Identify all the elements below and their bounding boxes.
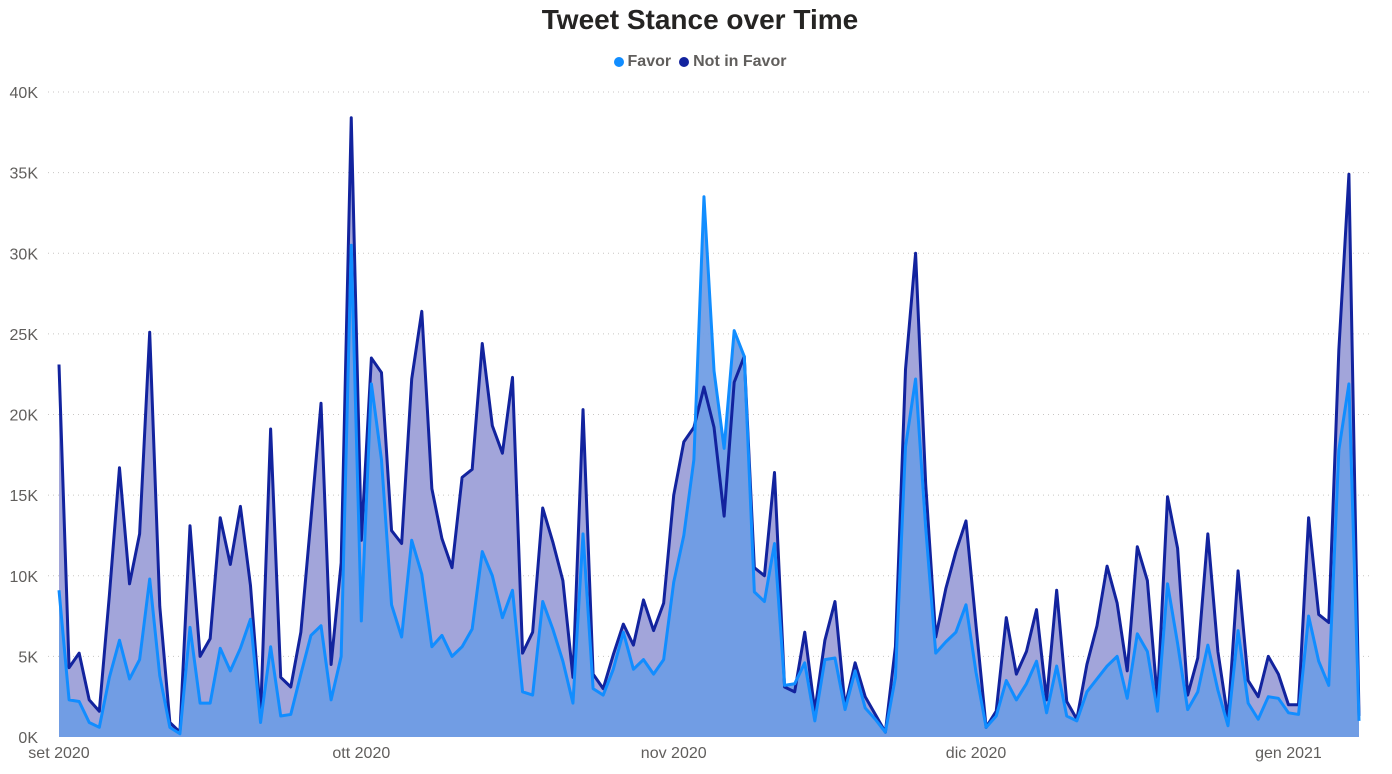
area-overlap-favor [59,196,1359,737]
y-tick-label: 0K [18,730,38,747]
y-tick-label: 35K [10,166,39,183]
x-tick-label: ott 2020 [332,745,390,762]
legend-item-not-in-favor[interactable]: Not in Favor [679,53,786,71]
x-tick-label: dic 2020 [946,745,1007,762]
y-tick-label: 40K [10,85,39,102]
y-tick-label: 5K [18,649,38,666]
x-tick-label: set 2020 [28,745,89,762]
chart-title: Tweet Stance over Time [541,4,859,35]
legend-dot-favor-icon [613,57,624,67]
x-tick-label: gen 2021 [1255,745,1322,762]
line-favor[interactable] [57,195,1361,736]
legend: Favor Not in Favor [0,53,1392,71]
y-tick-label: 10K [10,569,39,586]
legend-label-not-in-favor: Not in Favor [693,53,787,70]
legend-label-favor: Favor [627,53,672,70]
legend-dot-not-in-favor-icon [679,57,690,67]
y-tick-label: 30K [10,246,39,263]
y-tick-label: 20K [10,408,39,425]
y-tick-label: 25K [10,327,39,344]
line-not-in-favor[interactable] [57,116,1361,734]
y-tick-label: 15K [10,488,39,505]
x-tick-label: nov 2020 [641,745,707,762]
legend-item-favor[interactable]: Favor [613,53,672,71]
